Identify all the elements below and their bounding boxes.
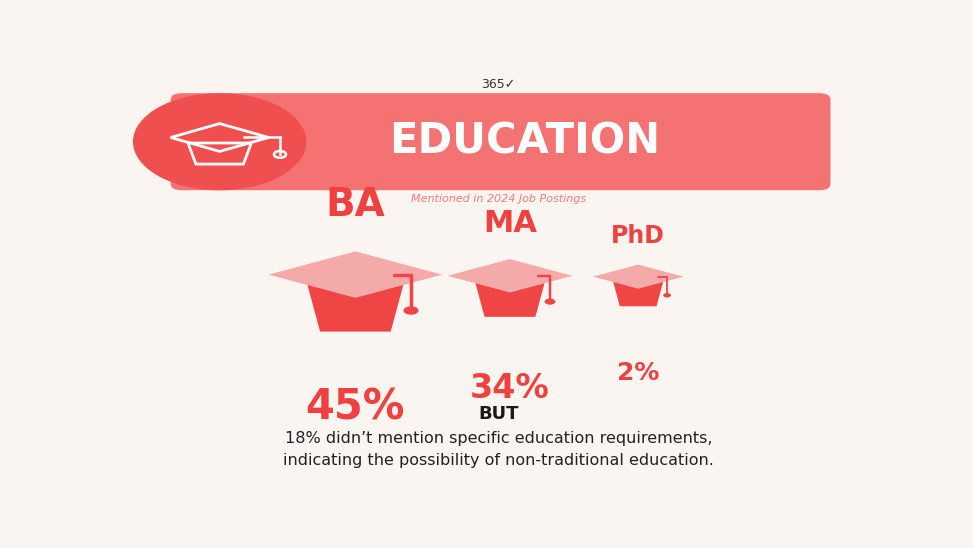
Text: PhD: PhD — [611, 224, 666, 248]
Text: 45%: 45% — [306, 386, 405, 429]
Text: BA: BA — [326, 186, 385, 224]
Text: MA: MA — [483, 209, 537, 238]
Text: EDUCATION: EDUCATION — [389, 121, 661, 163]
Text: 18% didn’t mention specific education requirements,
indicating the possibility o: 18% didn’t mention specific education re… — [283, 431, 714, 468]
Polygon shape — [613, 280, 664, 306]
Text: 34%: 34% — [470, 372, 550, 404]
Text: 2%: 2% — [617, 361, 660, 385]
Circle shape — [404, 306, 418, 315]
Polygon shape — [594, 265, 683, 289]
Circle shape — [545, 299, 556, 305]
Polygon shape — [448, 259, 572, 293]
Polygon shape — [269, 252, 442, 298]
Text: Mentioned in 2024 Job Postings: Mentioned in 2024 Job Postings — [412, 195, 586, 204]
Circle shape — [133, 93, 306, 190]
Text: BUT: BUT — [479, 405, 519, 423]
Text: 365✓: 365✓ — [482, 78, 516, 92]
Polygon shape — [475, 281, 545, 317]
FancyBboxPatch shape — [170, 93, 831, 190]
Polygon shape — [306, 281, 405, 332]
Circle shape — [664, 293, 671, 298]
